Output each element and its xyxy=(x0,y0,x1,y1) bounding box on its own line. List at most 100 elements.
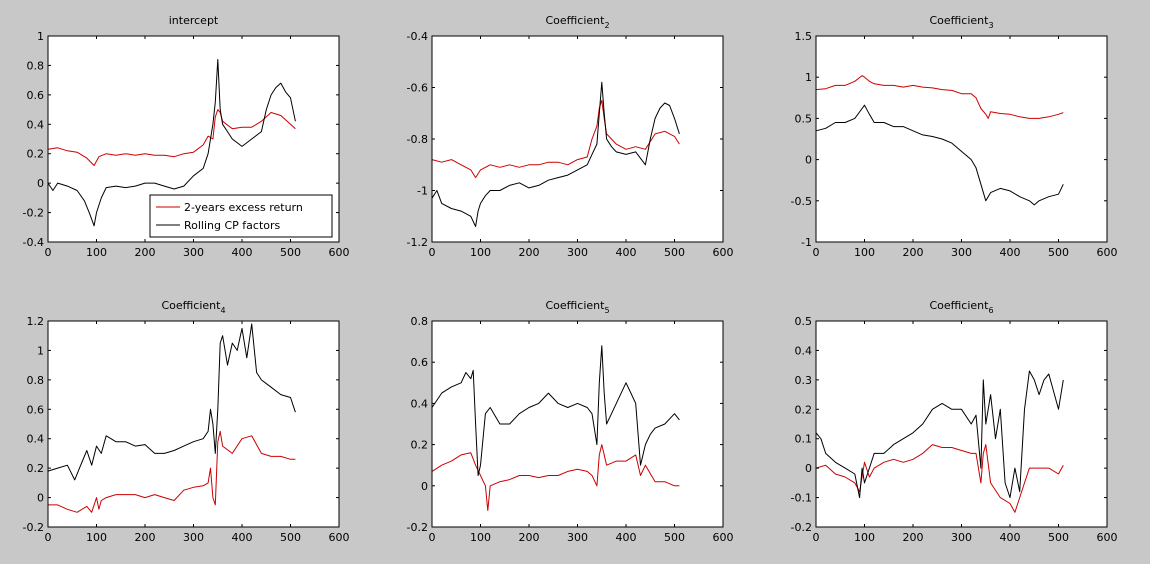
y-tick-label: 0.2 xyxy=(27,148,45,161)
chart-title-subscript: 3 xyxy=(988,21,993,30)
y-tick-label: 0 xyxy=(805,462,812,475)
legend-box xyxy=(149,194,333,238)
x-tick-label: 600 xyxy=(1097,246,1118,259)
x-tick-label: 300 xyxy=(183,531,204,544)
x-tick-label: 400 xyxy=(232,246,253,259)
y-tick-label: -0.2 xyxy=(23,207,44,220)
y-tick-label: 0.4 xyxy=(411,397,429,410)
series-line-cp-factors xyxy=(47,323,296,481)
x-tick-label: 100 xyxy=(854,531,875,544)
y-tick-label: -0.2 xyxy=(407,521,428,534)
chart-title-subscript: 6 xyxy=(988,306,993,315)
series-line-cp-factors xyxy=(815,104,1064,206)
x-tick-label: 600 xyxy=(329,246,350,259)
y-tick-label: 0.5 xyxy=(795,112,813,125)
chart-title-subscript: 2 xyxy=(604,21,609,30)
x-tick-label: 100 xyxy=(854,246,875,259)
series-line-excess-return xyxy=(815,75,1064,119)
x-tick-label: 200 xyxy=(519,246,540,259)
x-tick-label: 300 xyxy=(951,531,972,544)
chart-title-subscript: 5 xyxy=(604,306,609,315)
chart-title-text: Coefficient xyxy=(929,299,989,312)
series-line-cp-factors xyxy=(431,345,680,476)
x-tick-label: 200 xyxy=(519,531,540,544)
x-tick-label: 400 xyxy=(232,531,253,544)
plot-area xyxy=(816,36,1107,242)
x-tick-label: 600 xyxy=(1097,531,1118,544)
y-tick-label: 0.5 xyxy=(795,315,813,328)
subplot-3: Coefficient3 0 100 200 300 400 500 600 -1 -0.5 0 0.… xyxy=(791,14,1118,259)
x-tick-label: 600 xyxy=(713,531,734,544)
x-tick-label: 300 xyxy=(567,531,588,544)
y-tick-label: 0.6 xyxy=(411,356,429,369)
y-tick-label: -0.4 xyxy=(23,236,44,249)
x-tick-label: 100 xyxy=(470,531,491,544)
x-tick-label: 0 xyxy=(813,246,820,259)
x-tick-label: 100 xyxy=(470,246,491,259)
y-tick-label: -1.2 xyxy=(407,236,428,249)
y-tick-label: 1 xyxy=(37,30,44,43)
y-tick-label: 0 xyxy=(805,154,812,167)
x-tick-label: 400 xyxy=(1000,246,1021,259)
x-tick-label: 200 xyxy=(135,246,156,259)
x-tick-label: 500 xyxy=(1048,246,1069,259)
series-line-excess-return xyxy=(47,109,296,166)
chart-title-text: Coefficient xyxy=(161,299,221,312)
y-tick-label: 1.2 xyxy=(27,315,45,328)
series-line-excess-return xyxy=(431,99,680,179)
y-tick-label: 0.2 xyxy=(411,439,429,452)
series-line-cp-factors xyxy=(815,370,1064,499)
chart-title-text: Coefficient xyxy=(929,14,989,27)
x-tick-label: 500 xyxy=(280,246,301,259)
x-tick-label: 0 xyxy=(45,531,52,544)
chart-title-text: Coefficient xyxy=(545,14,605,27)
x-tick-label: 600 xyxy=(329,531,350,544)
y-tick-label: 0.1 xyxy=(795,433,813,446)
y-tick-label: -1 xyxy=(801,236,812,249)
chart-title: Coefficient3 xyxy=(929,14,993,30)
chart-title-text: Coefficient xyxy=(545,299,605,312)
y-tick-label: 0.6 xyxy=(27,89,45,102)
legend: 2-years excess return Rolling CP factors xyxy=(149,194,333,238)
y-tick-label: -0.5 xyxy=(791,195,812,208)
series-line-cp-factors xyxy=(47,59,296,227)
x-tick-label: 200 xyxy=(903,246,924,259)
y-tick-label: 0.3 xyxy=(795,374,813,387)
x-tick-label: 300 xyxy=(567,246,588,259)
series-line-excess-return xyxy=(48,430,296,513)
chart-title: intercept xyxy=(169,14,219,27)
plot-area xyxy=(48,321,339,527)
x-tick-label: 500 xyxy=(280,531,301,544)
subplot-1: intercept 0 100 200 300 400 500 600 -0.4 -0.2 0 0.2… xyxy=(23,14,350,259)
x-tick-label: 0 xyxy=(429,531,436,544)
x-tick-label: 500 xyxy=(1048,531,1069,544)
y-tick-label: 0.6 xyxy=(27,403,45,416)
series-line-cp-factors xyxy=(431,81,680,227)
y-tick-label: -0.2 xyxy=(23,521,44,534)
y-tick-label: 0.8 xyxy=(27,374,45,387)
x-tick-label: 100 xyxy=(86,246,107,259)
y-tick-label: 0 xyxy=(37,177,44,190)
y-tick-label: -1 xyxy=(417,185,428,198)
series-line-excess-return xyxy=(815,444,1064,513)
legend-label: Rolling CP factors xyxy=(184,219,281,232)
y-tick-label: -0.8 xyxy=(407,133,428,146)
x-tick-label: 500 xyxy=(664,246,685,259)
x-tick-label: 300 xyxy=(951,246,972,259)
plot-area xyxy=(816,321,1107,527)
chart-title-text: intercept xyxy=(169,14,219,27)
x-tick-label: 0 xyxy=(429,246,436,259)
x-tick-label: 100 xyxy=(86,531,107,544)
y-tick-label: -0.4 xyxy=(407,30,428,43)
chart-title: Coefficient5 xyxy=(545,299,609,315)
legend-label: 2-years excess return xyxy=(184,201,303,214)
y-tick-label: 0.8 xyxy=(411,315,429,328)
x-tick-label: 400 xyxy=(616,531,637,544)
subplot-2: Coefficient2 0 100 200 300 400 500 600 -1.2 -1 -0.… xyxy=(407,14,734,259)
x-tick-label: 500 xyxy=(664,531,685,544)
y-tick-label: 0 xyxy=(37,492,44,505)
chart-title-subscript: 4 xyxy=(220,306,225,315)
y-tick-label: 0.2 xyxy=(27,462,45,475)
y-tick-label: 1 xyxy=(805,71,812,84)
